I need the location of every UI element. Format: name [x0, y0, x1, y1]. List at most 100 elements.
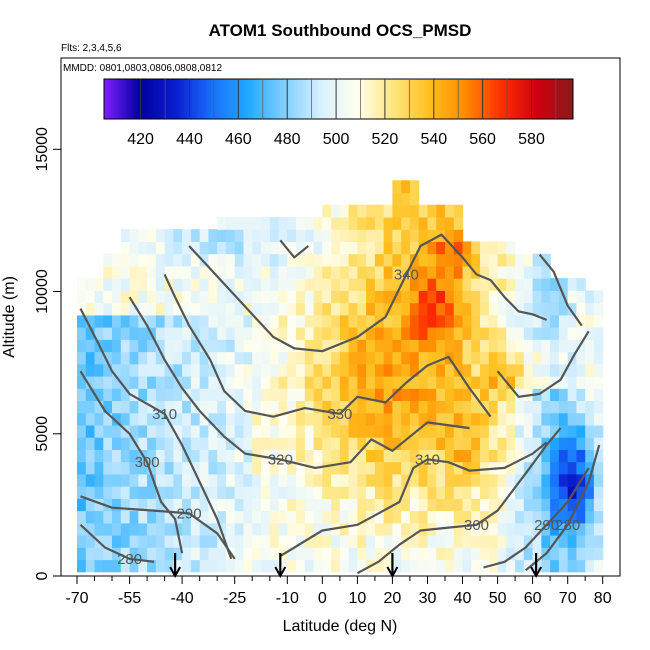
heat-cell [269, 217, 280, 230]
heat-cell [409, 339, 420, 353]
heat-cell [199, 302, 210, 316]
heat-cell [445, 522, 455, 536]
heat-cell [208, 510, 218, 524]
heat-cell [392, 217, 402, 230]
heat-cell [225, 302, 236, 316]
heat-cell [208, 449, 218, 463]
heat-cell [585, 327, 595, 340]
heat-cell [313, 412, 323, 426]
heat-cell [296, 253, 306, 267]
heat-cell [103, 473, 113, 487]
heat-cell [515, 522, 525, 536]
heat-cell [173, 265, 183, 279]
heat-cell [313, 400, 323, 414]
heat-cell [593, 412, 604, 426]
heat-cell [217, 339, 227, 353]
heat-cell [94, 498, 104, 512]
heat-cell [593, 339, 604, 353]
heat-cell [462, 510, 472, 524]
heat-cell [576, 510, 586, 524]
heat-cell [261, 290, 271, 304]
heat-cell [234, 314, 245, 328]
heat-cell [269, 302, 280, 316]
heat-cell [77, 400, 87, 414]
colorbar-swatch [135, 79, 139, 119]
heat-cell [523, 535, 534, 548]
contour-line [163, 273, 492, 418]
heat-cell [488, 400, 499, 414]
heat-cell [506, 351, 516, 365]
heat-cell [480, 290, 490, 304]
heat-cell [199, 473, 210, 487]
heat-cell [112, 461, 122, 475]
colorbar-swatch [257, 79, 261, 119]
heat-cell [182, 461, 192, 475]
heat-cell [409, 449, 420, 463]
heat-cell [392, 473, 402, 487]
heat-cell [208, 290, 218, 304]
heat-cell [234, 486, 245, 499]
heat-cell [287, 339, 297, 353]
heat-cell [497, 473, 507, 487]
heat-cell [103, 498, 113, 512]
colorbar-swatch [231, 79, 234, 119]
colorbar-swatch [294, 79, 298, 119]
heat-cell [374, 461, 385, 475]
heat-cell [208, 559, 218, 573]
heat-cell [155, 473, 166, 487]
heat-cell [199, 241, 210, 255]
colorbar-swatch [233, 79, 237, 119]
heat-cell [225, 522, 236, 536]
heat-cell [506, 376, 516, 389]
heat-cell [243, 400, 253, 414]
x-tick-label: 50 [489, 590, 507, 607]
heat-cell [287, 363, 297, 377]
heat-cell [112, 400, 122, 414]
colorbar-swatch [448, 79, 452, 119]
heat-cell [208, 253, 218, 267]
heat-cell [348, 278, 358, 291]
heat-cell [558, 388, 569, 401]
heat-cell [208, 461, 218, 475]
contour-line [79, 523, 155, 563]
heat-cell [339, 449, 350, 463]
heat-cell [243, 547, 253, 561]
heat-cell [436, 302, 446, 316]
heat-cell [331, 253, 341, 267]
y-tick-label: 10000 [34, 269, 51, 314]
heat-cell [436, 290, 446, 304]
heat-cell [550, 327, 560, 340]
heat-cell [77, 363, 87, 377]
x-tick-label: -70 [65, 590, 88, 607]
heat-cell [497, 363, 507, 377]
heat-cell [348, 461, 358, 475]
colorbar-swatch [372, 79, 376, 119]
heat-cell [234, 241, 245, 255]
heat-cell [497, 278, 507, 291]
heat-cell [567, 290, 578, 304]
heat-cell [208, 547, 218, 561]
colorbar-swatch [248, 79, 251, 119]
x-tick-label: 40 [454, 590, 472, 607]
heat-cell [366, 351, 376, 365]
heat-cell [567, 400, 578, 414]
heat-cell [103, 412, 113, 426]
heat-cell [593, 363, 604, 377]
heat-cell [374, 559, 385, 573]
heat-cell [331, 314, 341, 328]
heat-cell [427, 327, 437, 340]
heat-cell [243, 498, 253, 512]
heat-cell [322, 278, 332, 291]
heat-cell [409, 510, 420, 524]
heat-cell [541, 314, 551, 328]
heat-cell [357, 351, 367, 365]
heat-cell [541, 290, 551, 304]
heat-cell [339, 217, 350, 230]
heat-cell [147, 412, 157, 426]
heat-cell [453, 327, 464, 340]
heat-cell [436, 437, 446, 450]
heat-cell [462, 535, 472, 548]
heat-cell [392, 363, 402, 377]
heat-cell [348, 302, 358, 316]
